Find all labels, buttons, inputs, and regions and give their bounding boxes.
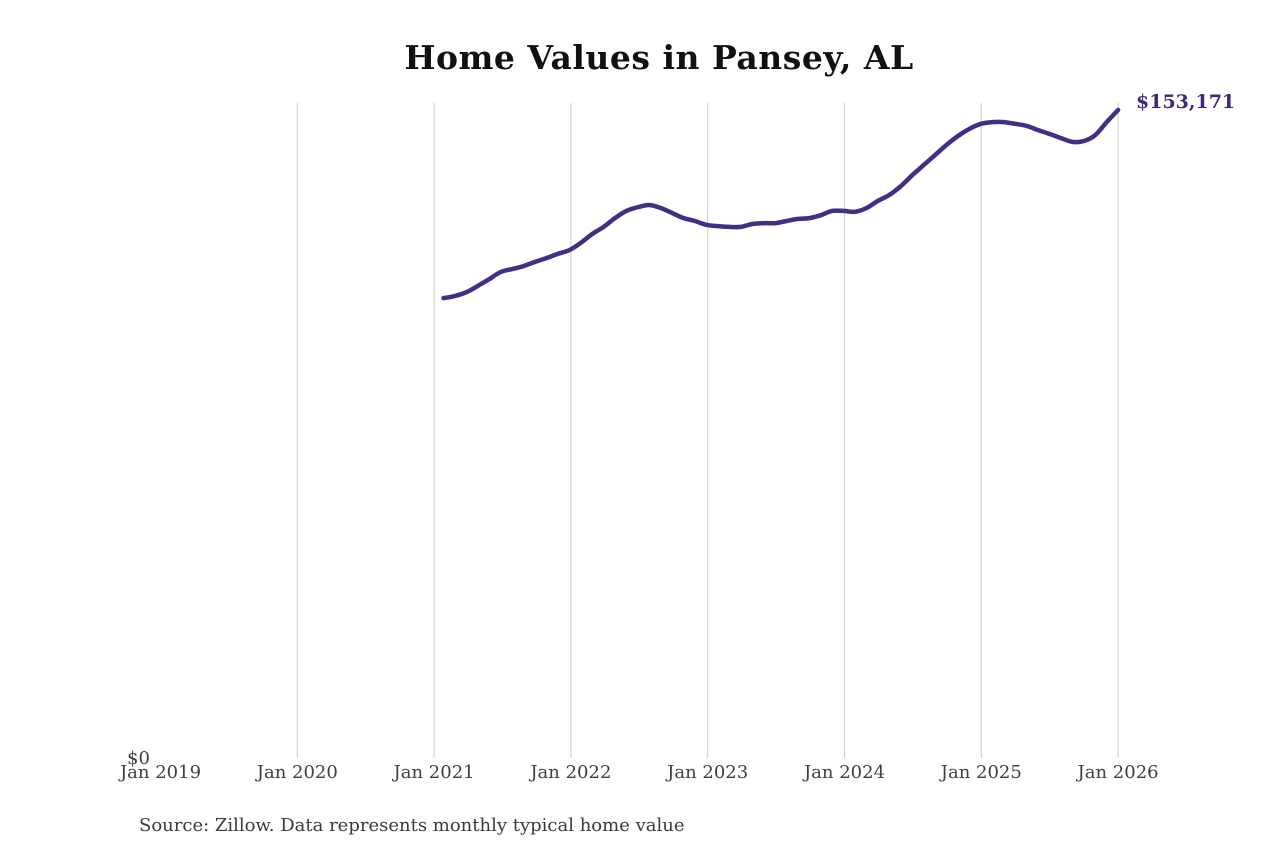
x-tick-label-jan-2025: Jan 2025 <box>940 762 1022 783</box>
x-tick-label-jan-2021: Jan 2021 <box>393 762 475 783</box>
x-tick-label-jan-2026: Jan 2026 <box>1077 762 1159 783</box>
x-tick-label-jan-2020: Jan 2020 <box>256 762 338 783</box>
x-tick-label-jan-2022: Jan 2022 <box>530 762 612 783</box>
source-note: Source: Zillow. Data represents monthly … <box>139 815 685 836</box>
y-axis-zero-label: $0 <box>127 748 150 769</box>
x-tick-label-jan-2019: Jan 2019 <box>119 762 202 783</box>
end-value-label: $153,171 <box>1136 91 1236 113</box>
chart-title: Home Values in Pansey, AL <box>404 38 914 77</box>
x-tick-label-jan-2024: Jan 2024 <box>803 762 886 783</box>
x-tick-label-jan-2023: Jan 2023 <box>667 762 749 783</box>
home-value-line <box>441 107 1121 301</box>
